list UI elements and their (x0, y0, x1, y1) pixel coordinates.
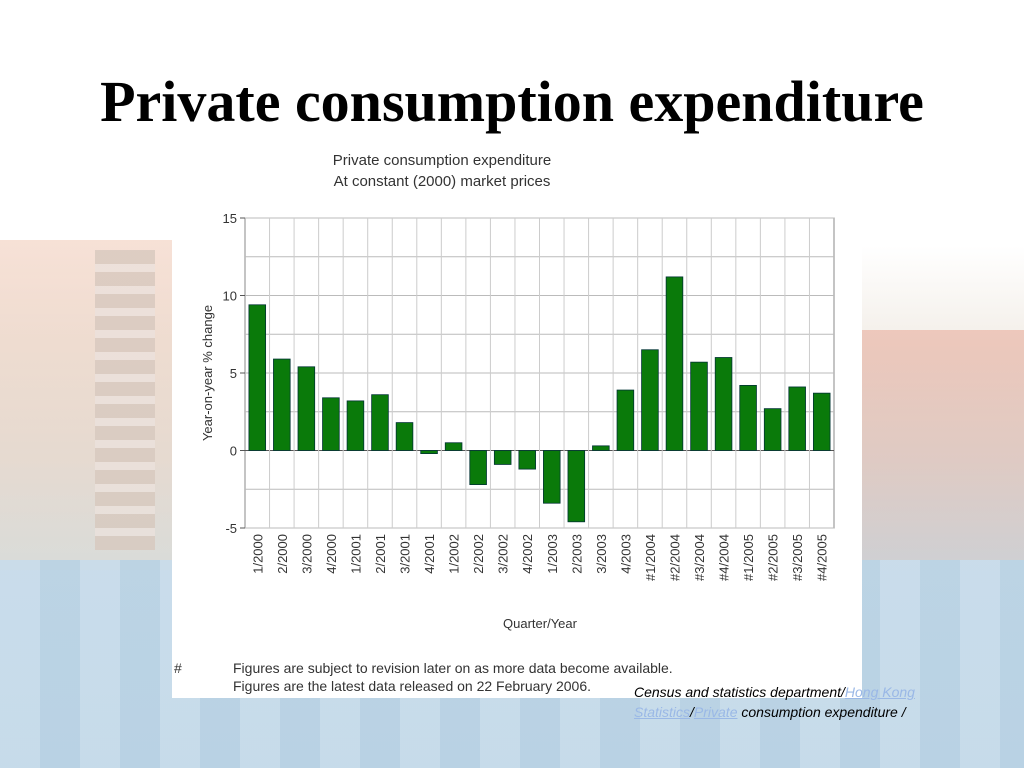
y-tick-label: 5 (230, 366, 237, 381)
x-tick-label: 4/2001 (422, 534, 437, 574)
source-citation: Census and statistics department/Hong Ko… (634, 682, 934, 722)
bar (763, 408, 782, 451)
link-hong-kong-statistics[interactable]: Hong Kong Statistics (634, 684, 915, 720)
background-junk-boat (860, 330, 1024, 560)
x-tick-label: #3/2005 (790, 534, 805, 581)
y-axis-label: Year-on-year % change (200, 305, 215, 441)
bar (248, 304, 267, 451)
slide-title: Private consumption expenditure (100, 69, 924, 134)
x-tick-label: 4/2000 (324, 534, 339, 574)
x-tick-label: 1/2003 (545, 534, 560, 574)
x-tick-label: #1/2004 (643, 534, 658, 581)
bar (543, 450, 561, 504)
bar (592, 445, 610, 451)
bar (444, 442, 463, 451)
x-tick-label: 1/2002 (447, 534, 462, 574)
x-tick-label: 2/2002 (471, 534, 486, 574)
footnote-line-1: Figures are subject to revision later on… (233, 660, 673, 676)
x-tick-label: #4/2005 (815, 534, 830, 581)
link-private[interactable]: Private (693, 704, 738, 720)
x-tick-label: 4/2003 (618, 534, 633, 574)
bar (346, 400, 365, 451)
y-tick-label: 15 (223, 211, 237, 226)
footnote-line-2: Figures are the latest data released on … (233, 678, 591, 694)
bar (616, 389, 635, 451)
bar (518, 450, 536, 470)
bar (739, 384, 757, 451)
x-tick-label: #3/2004 (692, 534, 707, 581)
bar-chart: Private consumption expenditure At const… (174, 152, 835, 694)
bar (641, 349, 659, 451)
x-tick-label: 3/2003 (594, 534, 609, 574)
source-suffix: consumption expenditure / (737, 704, 906, 720)
x-tick-label: #2/2004 (667, 534, 682, 581)
chart-panel: Private consumption expenditure At const… (172, 143, 862, 698)
bar (371, 394, 389, 451)
y-tick-label: 0 (230, 444, 237, 459)
background-clock-tower (95, 250, 155, 550)
x-tick-label: 2/2001 (373, 534, 388, 574)
chart-subtitle: At constant (2000) market prices (334, 173, 551, 190)
bar (788, 386, 806, 451)
x-axis-label: Quarter/Year (503, 616, 578, 631)
x-tick-label: #1/2005 (741, 534, 756, 581)
x-tick-label: 2/2003 (569, 534, 584, 574)
x-tick-label: 1/2001 (348, 534, 363, 574)
footnote-marker: # (174, 660, 182, 676)
bar (273, 358, 291, 451)
x-tick-label: 1/2000 (250, 534, 265, 574)
x-tick-label: 3/2000 (299, 534, 314, 574)
bar (420, 450, 438, 454)
bar (567, 450, 586, 523)
x-tick-label: #4/2004 (717, 534, 732, 581)
x-tick-label: 4/2002 (520, 534, 535, 574)
bar (297, 366, 316, 451)
chart-title: Private consumption expenditure (333, 152, 551, 169)
source-separator: / (690, 704, 694, 720)
x-tick-label: 3/2002 (496, 534, 511, 574)
x-tick-label: #2/2005 (766, 534, 781, 581)
x-tick-label: 3/2001 (398, 534, 413, 574)
bar (469, 450, 487, 485)
bar (812, 392, 831, 451)
bar (690, 361, 708, 451)
x-tick-label: 2/2000 (275, 534, 290, 574)
bar (665, 276, 684, 451)
y-tick-label: 10 (223, 289, 237, 304)
y-tick-label: -5 (225, 521, 237, 536)
plot-area: 15 10 5 0 -5 1/2000 2/2000 3/2000 4/2000 1/2001 2/… (223, 211, 835, 581)
bar (493, 450, 512, 465)
source-prefix: Census and statistics department/ (634, 684, 845, 700)
bar (714, 357, 733, 451)
bar (322, 397, 340, 451)
bar (395, 422, 414, 451)
